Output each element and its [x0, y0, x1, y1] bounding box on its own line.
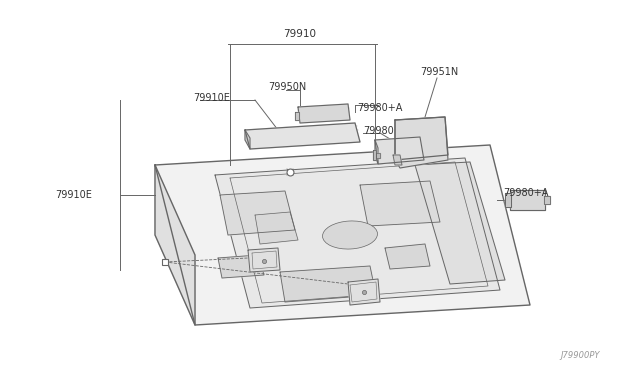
- Polygon shape: [375, 140, 378, 164]
- Polygon shape: [248, 248, 280, 272]
- Text: 79951N: 79951N: [420, 67, 458, 77]
- Polygon shape: [505, 193, 511, 207]
- Polygon shape: [348, 279, 380, 305]
- Polygon shape: [395, 117, 448, 168]
- Polygon shape: [220, 191, 295, 235]
- Text: 79910E: 79910E: [193, 93, 230, 103]
- Polygon shape: [415, 162, 505, 284]
- Text: 79980+A: 79980+A: [503, 188, 548, 198]
- Text: 79980: 79980: [363, 126, 394, 136]
- Polygon shape: [155, 145, 530, 325]
- Polygon shape: [360, 181, 440, 226]
- Polygon shape: [395, 117, 448, 160]
- Polygon shape: [298, 104, 350, 123]
- Polygon shape: [295, 112, 299, 120]
- Polygon shape: [544, 196, 550, 204]
- Polygon shape: [393, 155, 402, 165]
- Polygon shape: [373, 150, 376, 160]
- Polygon shape: [385, 244, 430, 269]
- Polygon shape: [215, 158, 500, 308]
- Polygon shape: [510, 190, 545, 210]
- Text: 79910: 79910: [284, 29, 317, 39]
- Polygon shape: [245, 123, 360, 149]
- Ellipse shape: [323, 221, 378, 249]
- Text: 79950N: 79950N: [268, 82, 307, 92]
- Text: J79900PY: J79900PY: [561, 352, 600, 360]
- Polygon shape: [245, 130, 250, 149]
- Polygon shape: [280, 266, 376, 302]
- Text: 79910E: 79910E: [55, 190, 92, 200]
- Polygon shape: [218, 255, 264, 278]
- Polygon shape: [376, 153, 380, 158]
- Text: 79980+A: 79980+A: [357, 103, 403, 113]
- Polygon shape: [255, 212, 298, 244]
- Polygon shape: [155, 165, 195, 325]
- Polygon shape: [375, 137, 424, 164]
